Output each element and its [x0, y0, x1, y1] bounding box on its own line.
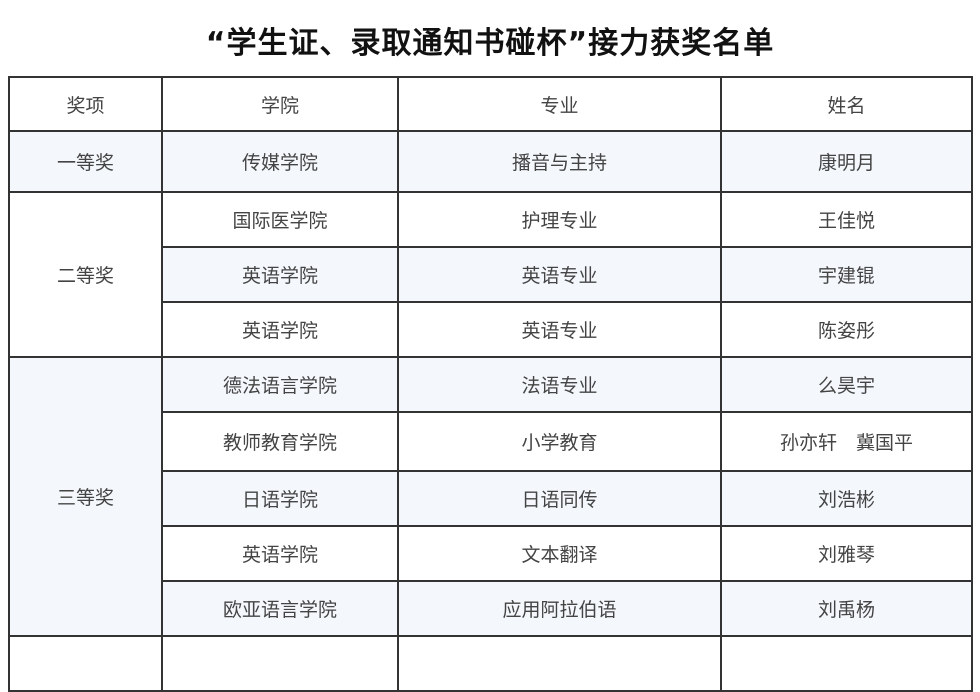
table-row: 三等奖 德法语言学院 法语专业 么昊宇 — [8, 356, 973, 637]
major-cell: 文本翻译 — [397, 525, 722, 582]
header-award: 奖项 — [8, 76, 163, 132]
header-college: 学院 — [161, 76, 399, 132]
college-cell: 英语学院 — [161, 246, 399, 303]
college-cell: 日语学院 — [161, 470, 399, 527]
name-cell: 陈姿彤 — [720, 301, 973, 358]
college-cell: 英语学院 — [161, 525, 399, 582]
name-cell: 孙亦轩 冀国平 — [720, 411, 973, 472]
award-table: 奖项 学院 专业 姓名 一等奖 传媒学院 播音与主持 康明月 二等奖 国际医学院… — [8, 76, 973, 692]
table-row: 教师教育学院 小学教育 孙亦轩 冀国平 — [9, 411, 973, 472]
empty-cell — [8, 635, 163, 692]
college-cell: 德法语言学院 — [161, 356, 399, 413]
table-row: 英语学院 英语专业 宇建锟 — [9, 246, 973, 303]
major-cell: 英语专业 — [397, 246, 722, 303]
college-cell: 欧亚语言学院 — [161, 580, 399, 637]
major-cell: 应用阿拉伯语 — [397, 580, 722, 637]
major-cell: 英语专业 — [397, 301, 722, 358]
table-row: 英语学院 英语专业 陈姿彤 — [9, 301, 973, 358]
major-cell: 护理专业 — [397, 191, 722, 248]
name-cell: 宇建锟 — [720, 246, 973, 303]
page-title: “学生证、录取通知书碰杯”接力获奖名单 — [205, 26, 775, 61]
table-row: 英语学院 文本翻译 刘雅琴 — [9, 525, 973, 582]
empty-cell — [720, 635, 973, 692]
table-row-partial — [8, 635, 973, 692]
name-cell: 王佳悦 — [720, 191, 973, 248]
name-cell: 刘禹杨 — [720, 580, 973, 637]
name-cell: 刘浩彬 — [720, 470, 973, 527]
college-cell: 传媒学院 — [161, 130, 399, 193]
header-major: 专业 — [397, 76, 722, 132]
major-cell: 小学教育 — [397, 411, 722, 472]
table-row: 欧亚语言学院 应用阿拉伯语 刘禹杨 — [9, 580, 973, 637]
empty-cell — [161, 635, 399, 692]
name-cell: 刘雅琴 — [720, 525, 973, 582]
header-name: 姓名 — [720, 76, 973, 132]
college-cell: 英语学院 — [161, 301, 399, 358]
empty-cell — [397, 635, 722, 692]
award-cell: 三等奖 — [8, 356, 163, 637]
award-cell: 一等奖 — [8, 130, 163, 193]
table-row: 一等奖 传媒学院 播音与主持 康明月 — [8, 130, 973, 193]
major-cell: 法语专业 — [397, 356, 722, 413]
table-header-row: 奖项 学院 专业 姓名 — [8, 76, 973, 132]
award-cell: 二等奖 — [8, 191, 163, 358]
major-cell: 日语同传 — [397, 470, 722, 527]
name-cell: 康明月 — [720, 130, 973, 193]
name-cell: 么昊宇 — [720, 356, 973, 413]
college-cell: 国际医学院 — [161, 191, 399, 248]
college-cell: 教师教育学院 — [161, 411, 399, 472]
major-cell: 播音与主持 — [397, 130, 722, 193]
table-row: 日语学院 日语同传 刘浩彬 — [9, 470, 973, 527]
table-row: 二等奖 国际医学院 护理专业 王佳悦 — [8, 191, 973, 358]
